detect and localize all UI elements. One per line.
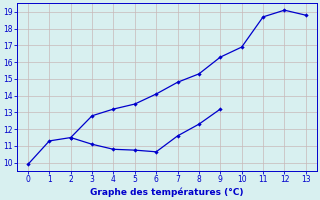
X-axis label: Graphe des températures (°C): Graphe des températures (°C)	[90, 187, 244, 197]
